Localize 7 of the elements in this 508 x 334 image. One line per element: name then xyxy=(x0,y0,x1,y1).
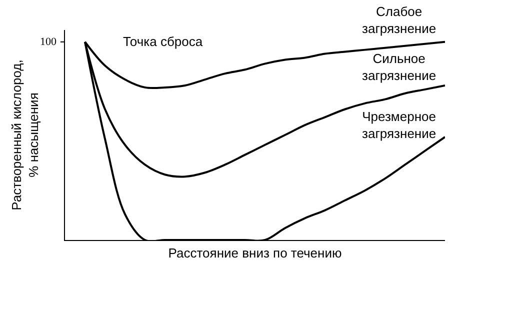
series-label: Чрезмерное загрязнение xyxy=(362,109,436,141)
x-axis-title: Расстояние вниз по течению xyxy=(168,246,342,261)
text: 100 xyxy=(40,36,57,48)
series-label: Слабое загрязнение xyxy=(362,4,436,36)
series-label: Сильное загрязнение xyxy=(362,51,436,83)
y-axis-title: Растворенный кислород, % насыщения xyxy=(9,60,41,210)
annotation: Точка сброса xyxy=(123,34,204,49)
